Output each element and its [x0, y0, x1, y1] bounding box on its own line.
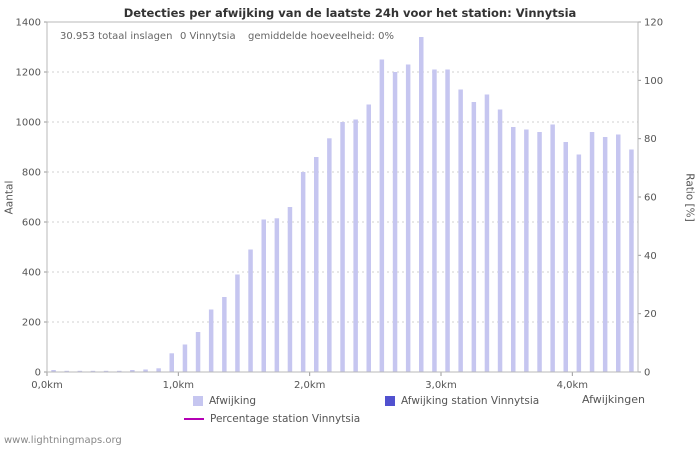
svg-text:200: 200 — [22, 318, 41, 329]
chart-bar — [497, 109, 503, 372]
bars — [51, 37, 634, 373]
svg-text:1,0km: 1,0km — [163, 380, 194, 391]
chart-bar — [77, 370, 83, 373]
chart-bar — [353, 119, 358, 372]
chart-bar — [90, 370, 96, 373]
chart-bar — [327, 138, 332, 372]
x-axis-label: Afwijkingen — [581, 393, 645, 406]
svg-text:0,0km: 0,0km — [31, 380, 62, 391]
chart-bar — [340, 122, 345, 372]
chart-bar — [511, 127, 516, 372]
legend-label-station: Afwijking station Vinnytsia — [401, 395, 540, 407]
legend-item-afwijking: Afwijking — [193, 395, 256, 407]
svg-text:40: 40 — [644, 251, 657, 262]
chart-bar — [405, 64, 411, 372]
chart-title: Detecties per afwijking van de laatste 2… — [123, 6, 577, 20]
chart-bar — [419, 37, 424, 372]
legend-swatch-afwijking — [193, 396, 203, 406]
svg-text:1400: 1400 — [16, 18, 41, 29]
chart-bar — [64, 370, 69, 373]
svg-text:3,0km: 3,0km — [425, 380, 456, 391]
chart-bar — [616, 134, 621, 372]
chart-bar — [563, 142, 568, 372]
legend-label-afwijking: Afwijking — [209, 395, 257, 407]
svg-text:0: 0 — [35, 368, 41, 379]
tick-labels: 0 200 400 600 800 1000 1200 1400 0 20 40 60 80 100 120… — [16, 18, 664, 392]
legend-swatch-percentage — [184, 418, 204, 420]
chart-bar — [235, 274, 240, 372]
svg-text:80: 80 — [644, 134, 657, 145]
chart-bar — [300, 172, 306, 372]
chart-bar — [366, 104, 371, 372]
chart-bar — [537, 132, 542, 372]
svg-text:100: 100 — [644, 76, 663, 87]
chart-bar — [471, 102, 477, 372]
chart-bar — [589, 132, 595, 372]
chart-bar — [274, 218, 280, 373]
chart-bar — [392, 72, 398, 372]
chart-bar — [182, 344, 188, 372]
chart-bar — [117, 370, 122, 373]
chart-bar — [524, 129, 529, 372]
chart-bar — [379, 59, 385, 372]
chart-bar — [261, 219, 266, 372]
chart-bar — [484, 94, 490, 372]
chart-bar — [602, 137, 608, 372]
chart-bar — [208, 309, 214, 372]
chart-bar — [156, 368, 161, 373]
chart-bar — [169, 353, 174, 373]
y-axis-left-label: Aantal — [3, 180, 16, 215]
legend-swatch-station — [385, 396, 395, 406]
chart-bar — [287, 207, 293, 372]
axes — [44, 21, 641, 376]
chart-bar — [103, 370, 109, 373]
svg-text:1000: 1000 — [16, 118, 41, 129]
chart-bar — [576, 154, 582, 372]
chart-bar — [222, 297, 227, 372]
svg-text:1200: 1200 — [16, 68, 41, 79]
svg-text:120: 120 — [644, 18, 663, 29]
svg-text:600: 600 — [22, 218, 41, 229]
legend-item-station: Afwijking station Vinnytsia — [385, 395, 539, 407]
chart-bar — [314, 157, 319, 372]
legend-label-percentage: Percentage station Vinnytsia — [210, 413, 361, 425]
annotation-total-strikes: 30.953 totaal inslagen — [60, 31, 173, 42]
chart-bar — [445, 69, 450, 372]
chart-bar — [143, 369, 148, 372]
chart-bar — [550, 124, 555, 372]
chart-bar — [51, 370, 56, 372]
chart-bar — [248, 249, 253, 372]
chart-bar — [432, 69, 437, 372]
svg-text:20: 20 — [644, 309, 657, 320]
chart-bar — [629, 149, 634, 372]
annotation-station-count: 0 Vinnytsia — [180, 31, 236, 42]
svg-text:2,0km: 2,0km — [294, 380, 325, 391]
svg-text:60: 60 — [644, 193, 657, 204]
chart-bar — [195, 332, 201, 372]
chart-bar — [458, 89, 463, 372]
svg-text:4,0km: 4,0km — [557, 380, 588, 391]
legend-item-percentage: Percentage station Vinnytsia — [184, 413, 360, 425]
annotation-average-ratio: gemiddelde hoeveelheid: 0% — [248, 31, 394, 42]
svg-text:800: 800 — [22, 168, 41, 179]
watermark: www.lightningmaps.org — [4, 435, 122, 446]
chart-bar — [130, 370, 135, 372]
y-axis-right-label: Ratio [%] — [683, 173, 696, 222]
svg-text:0: 0 — [644, 368, 650, 379]
svg-text:400: 400 — [22, 268, 41, 279]
